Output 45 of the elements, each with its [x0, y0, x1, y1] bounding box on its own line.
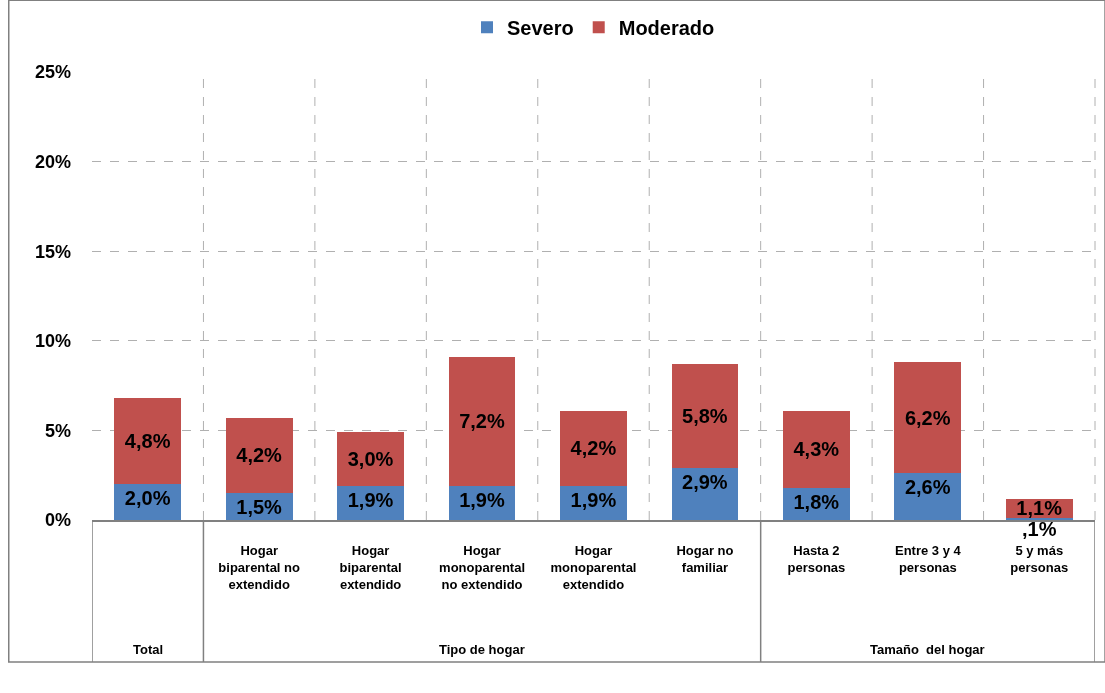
x-tick-label: Entre 3 y 4 personas — [894, 543, 962, 575]
bar — [225, 417, 293, 494]
data-label: 3,0% — [347, 448, 394, 471]
text: Tamaño del hogar — [870, 642, 985, 657]
data-label: 2,0% — [124, 487, 171, 510]
x-tick-label: Hogar monoparental extendido — [550, 543, 637, 592]
data-label: 2,6% — [904, 476, 951, 499]
legend-label: Moderado — [618, 17, 715, 39]
text: Tipo de hogar — [439, 642, 525, 657]
data-label: 1,9% — [570, 488, 617, 511]
data-label: 1,8% — [793, 490, 840, 513]
y-tick-label: 25% — [34, 62, 71, 83]
annotation: ,1% — [1022, 518, 1057, 540]
data-label: 1,5% — [236, 496, 283, 519]
x-tick-label: Hasta 2 personas — [787, 543, 846, 575]
x-tick-label: Hogar no familiar — [676, 543, 734, 575]
data-label: 4,8% — [124, 430, 171, 453]
y-tick-label: 0% — [44, 510, 71, 531]
bar — [671, 364, 739, 469]
y-tick-label: 10% — [34, 331, 71, 352]
data-label: 2,9% — [682, 471, 728, 494]
legend-label: Severo — [507, 17, 574, 39]
x-tick-label: Hogar monoparental no extendido — [439, 543, 526, 592]
y-tick-label: 15% — [34, 241, 71, 262]
bar — [337, 432, 405, 486]
bar — [894, 362, 962, 474]
data-label: 7,2% — [459, 410, 505, 433]
y-tick-label: 20% — [34, 151, 71, 172]
bar — [560, 410, 627, 486]
text: Total — [133, 642, 164, 657]
data-label: 1,1% — [1016, 497, 1063, 520]
data-label: 4,3% — [793, 438, 840, 461]
data-label: 5,8% — [682, 405, 728, 428]
data-label: 1,9% — [459, 488, 505, 511]
x-tick-label: Hogar biparental no extendido — [218, 543, 301, 592]
data-label: 1,9% — [347, 488, 394, 511]
bar — [782, 410, 850, 488]
x-tick-label: 5 y más personas — [1010, 543, 1069, 575]
data-label: 4,2% — [570, 437, 617, 460]
bar — [114, 398, 182, 485]
data-label: 4,2% — [236, 444, 283, 467]
data-label: 6,2% — [904, 406, 951, 429]
y-tick-label: 5% — [44, 420, 71, 441]
bar — [448, 356, 516, 486]
x-tick-label: Hogar biparental extendido — [339, 543, 402, 592]
